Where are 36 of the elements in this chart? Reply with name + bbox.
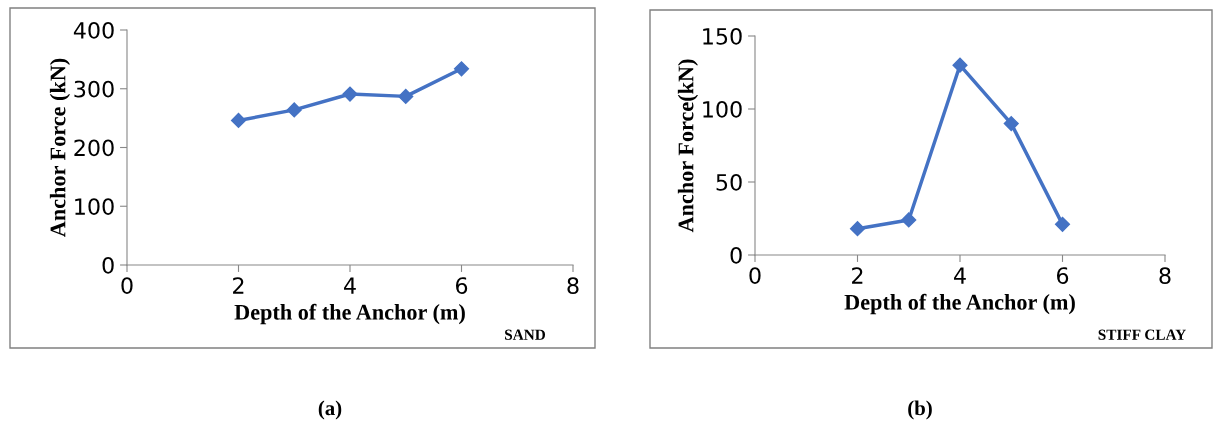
x-axis-title: Depth of the Anchor (m): [234, 303, 465, 325]
y-tick-label: 200: [74, 139, 114, 157]
y-tick-label: 300: [74, 80, 114, 98]
y-tick-label: 100: [703, 100, 742, 118]
x-tick-label: 4: [954, 267, 966, 284]
y-tick-label: 50: [716, 173, 742, 191]
point: [286, 102, 302, 118]
x-tick-label: 6: [1056, 267, 1069, 285]
x-tick-label: 2: [233, 277, 244, 294]
point: [230, 112, 247, 129]
point: [1054, 216, 1071, 232]
point: [901, 212, 917, 228]
x-tick-label: 0: [121, 277, 133, 295]
y-tick-label: 0: [730, 246, 742, 264]
point: [453, 61, 470, 77]
x-tick-label: 6: [455, 277, 468, 295]
text: (a): [318, 400, 342, 420]
x-tick-label: 8: [567, 277, 579, 295]
y-tick-label: 400: [73, 21, 114, 39]
point: [849, 221, 866, 237]
text: SAND: [505, 329, 546, 340]
y-axis-title: Anchor Force (kN): [49, 58, 70, 237]
x-tick-label: 2: [852, 267, 863, 284]
x-tick-label: 8: [1159, 267, 1171, 285]
point: [952, 57, 968, 73]
x-axis-title: Depth of the Anchor (m): [844, 293, 1075, 315]
y-axis-title: Anchor Force(kN): [677, 59, 698, 233]
text: STIFF CLAY: [1098, 329, 1186, 340]
point: [1003, 116, 1019, 132]
point: [342, 86, 358, 102]
point: [398, 88, 414, 104]
y-tick-label: 100: [75, 198, 114, 216]
x-tick-label: 0: [749, 267, 761, 285]
text: (b): [908, 400, 932, 420]
x-tick-label: 4: [344, 277, 356, 294]
y-tick-label: 150: [703, 27, 742, 45]
